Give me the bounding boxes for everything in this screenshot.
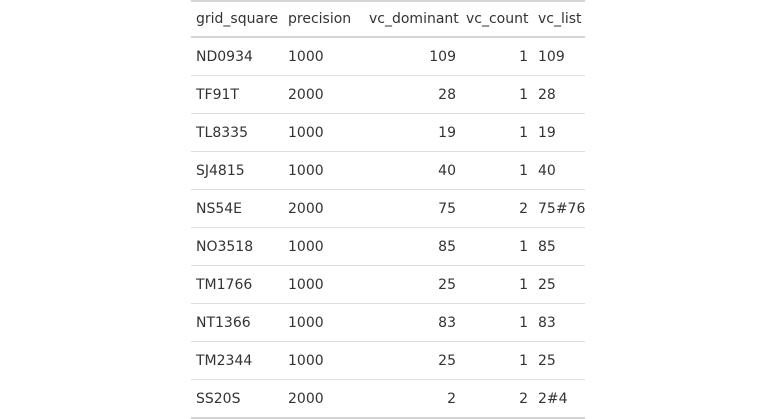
cell-vc-count: 1 (461, 113, 533, 152)
cell-grid-square: TL8335 (191, 113, 283, 152)
column-header-grid-square: grid_square (196, 11, 279, 27)
cell-vc-count: 1 (461, 36, 533, 76)
cell-vc-dominant: 109 (364, 36, 461, 76)
cell-vc-list: 40 (533, 151, 585, 190)
table-row: NO3518 1000 85 1 85 (191, 227, 585, 266)
cell-grid-square: NT1366 (191, 303, 283, 342)
cell-precision: 1000 (283, 36, 364, 76)
cell-precision: 1000 (283, 265, 364, 304)
table-row: SS20S 2000 2 2 2#4 (191, 379, 585, 419)
cell-vc-dominant: 28 (364, 75, 461, 114)
cell-vc-count: 1 (461, 303, 533, 342)
cell-grid-square: TF91T (191, 75, 283, 114)
table-row: TL8335 1000 19 1 19 (191, 113, 585, 152)
cell-precision: 1000 (283, 341, 364, 380)
cell-vc-dominant: 2 (364, 379, 461, 419)
cell-vc-dominant: 40 (364, 151, 461, 190)
cell-vc-count: 2 (461, 379, 533, 419)
cell-vc-dominant: 25 (364, 265, 461, 304)
table-row: NT1366 1000 83 1 83 (191, 303, 585, 342)
data-table: grid_square precision vc_dominant vc_cou… (191, 0, 585, 419)
cell-precision: 2000 (283, 75, 364, 114)
cell-vc-dominant: 19 (364, 113, 461, 152)
cell-vc-list: 109 (533, 36, 585, 76)
cell-vc-list: 19 (533, 113, 585, 152)
cell-vc-count: 1 (461, 151, 533, 190)
cell-vc-list: 28 (533, 75, 585, 114)
cell-vc-list: 2#4 (533, 379, 585, 419)
data-table-container: grid_square precision vc_dominant vc_cou… (191, 0, 585, 419)
cell-grid-square: SJ4815 (191, 151, 283, 190)
cell-grid-square: NO3518 (191, 227, 283, 266)
cell-grid-square: ND0934 (191, 36, 283, 76)
table-row: ND0934 1000 109 1 109 (191, 36, 585, 76)
table-body: ND0934 1000 109 1 109 TF91T 2000 28 1 28… (191, 36, 585, 419)
table-row: TF91T 2000 28 1 28 (191, 75, 585, 114)
cell-vc-count: 1 (461, 341, 533, 380)
table-row: TM2344 1000 25 1 25 (191, 341, 585, 380)
cell-vc-count: 1 (461, 227, 533, 266)
table-header: grid_square precision vc_dominant vc_cou… (191, 1, 585, 37)
cell-vc-count: 1 (461, 75, 533, 114)
cell-vc-count: 1 (461, 265, 533, 304)
cell-vc-list: 75#76 (533, 189, 585, 228)
column-header-vc-list: vc_list (538, 11, 582, 27)
cell-precision: 2000 (283, 379, 364, 419)
table-row: NS54E 2000 75 2 75#76 (191, 189, 585, 228)
cell-vc-dominant: 83 (364, 303, 461, 342)
cell-vc-dominant: 75 (364, 189, 461, 228)
cell-grid-square: TM1766 (191, 265, 283, 304)
column-header-vc-count: vc_count (466, 11, 529, 27)
cell-precision: 1000 (283, 227, 364, 266)
cell-vc-dominant: 85 (364, 227, 461, 266)
column-header-vc-dominant: vc_dominant (369, 11, 459, 27)
cell-grid-square: TM2344 (191, 341, 283, 380)
table-row: SJ4815 1000 40 1 40 (191, 151, 585, 190)
cell-precision: 1000 (283, 151, 364, 190)
cell-precision: 2000 (283, 189, 364, 228)
header-row: grid_square precision vc_dominant vc_cou… (191, 1, 585, 37)
cell-precision: 1000 (283, 303, 364, 342)
cell-vc-dominant: 25 (364, 341, 461, 380)
table-row: TM1766 1000 25 1 25 (191, 265, 585, 304)
cell-vc-list: 25 (533, 341, 585, 380)
cell-vc-count: 2 (461, 189, 533, 228)
cell-grid-square: SS20S (191, 379, 283, 419)
column-header-precision: precision (288, 11, 352, 27)
cell-vc-list: 25 (533, 265, 585, 304)
cell-vc-list: 85 (533, 227, 585, 266)
cell-precision: 1000 (283, 113, 364, 152)
cell-vc-list: 83 (533, 303, 585, 342)
cell-grid-square: NS54E (191, 189, 283, 228)
